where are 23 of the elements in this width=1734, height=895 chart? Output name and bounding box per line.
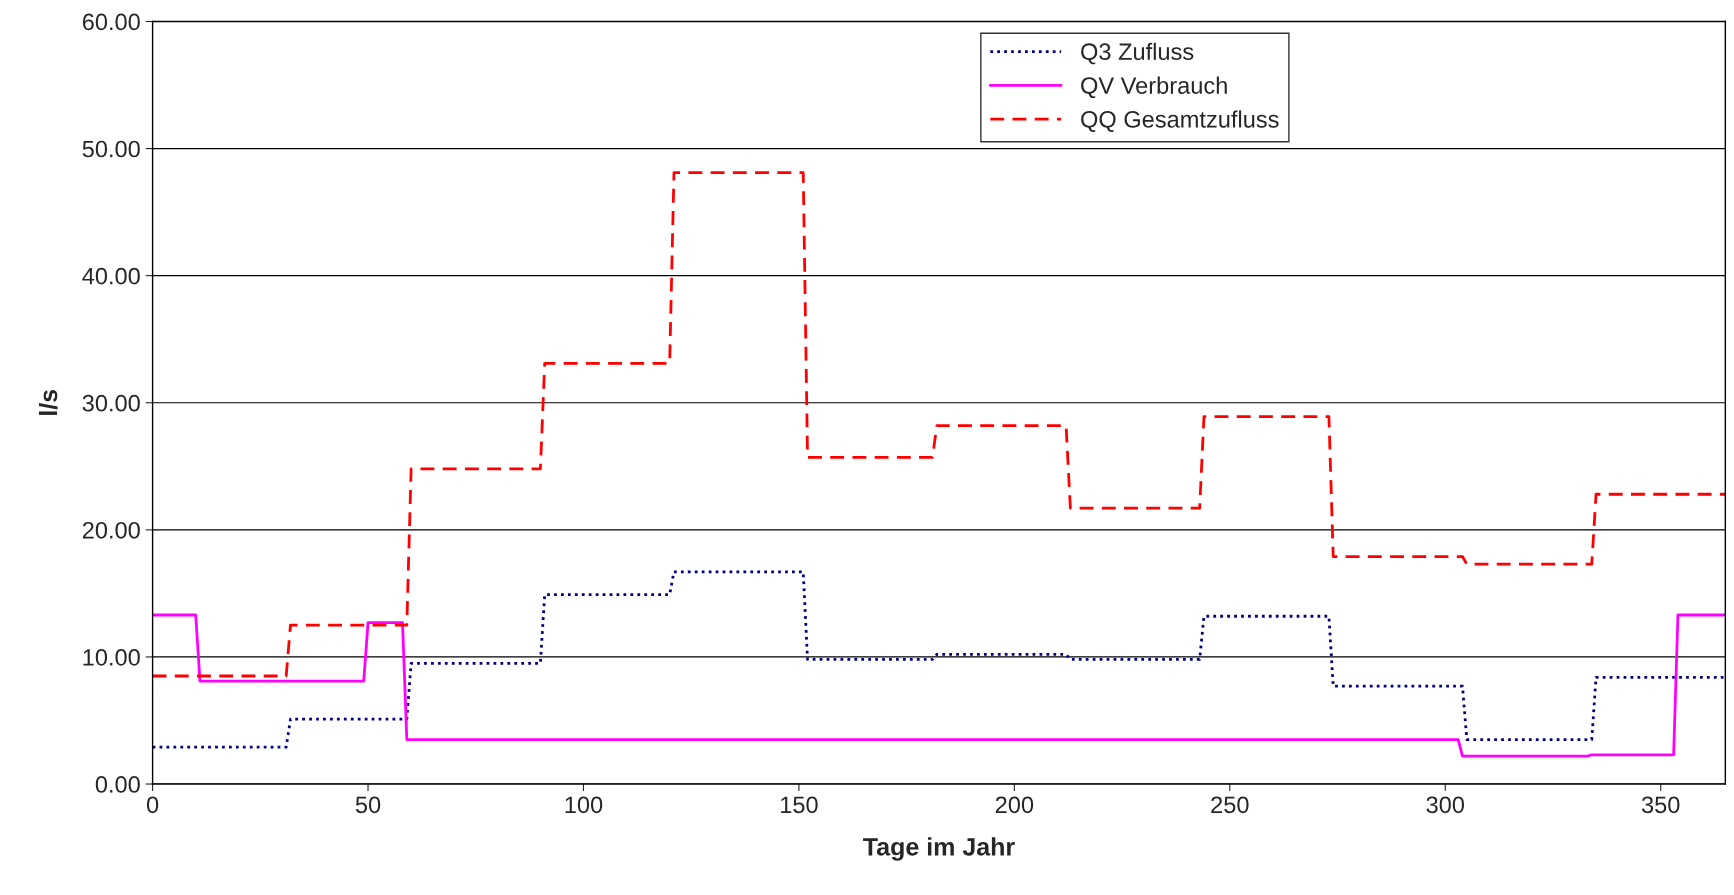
y-tick-label: 40.00	[82, 267, 140, 285]
legend-label: Q3 Zufluss	[1081, 42, 1194, 65]
x-tick-label: 50	[355, 796, 381, 814]
x-axis-title: Tage im Jahr	[863, 837, 1015, 861]
y-tick-label: 50.00	[82, 140, 140, 158]
x-tick-label: 300	[1426, 796, 1465, 814]
line-series	[152, 570, 1726, 749]
y-tick-label: 30.00	[82, 394, 140, 412]
y-axis-title: l/s	[38, 389, 58, 415]
x-tick-label: 0	[146, 796, 159, 814]
legend-label: QQ Gesamtzufluss	[1081, 110, 1279, 132]
x-tick-label: 200	[995, 796, 1034, 814]
x-tick-label: 100	[565, 796, 603, 814]
y-tick-label: 60.00	[82, 13, 140, 31]
line-series	[152, 613, 1726, 758]
line-series	[152, 171, 1726, 678]
x-tick-label: 150	[781, 796, 818, 814]
y-tick-label: 10.00	[83, 649, 140, 666]
x-tick-label: 350	[1641, 796, 1680, 814]
y-tick-label: 20.00	[82, 521, 140, 539]
x-tick-label: 250	[1211, 796, 1249, 814]
y-tick-label: 0.00	[95, 776, 140, 793]
legend-label: QV Verbrauch	[1081, 76, 1227, 99]
